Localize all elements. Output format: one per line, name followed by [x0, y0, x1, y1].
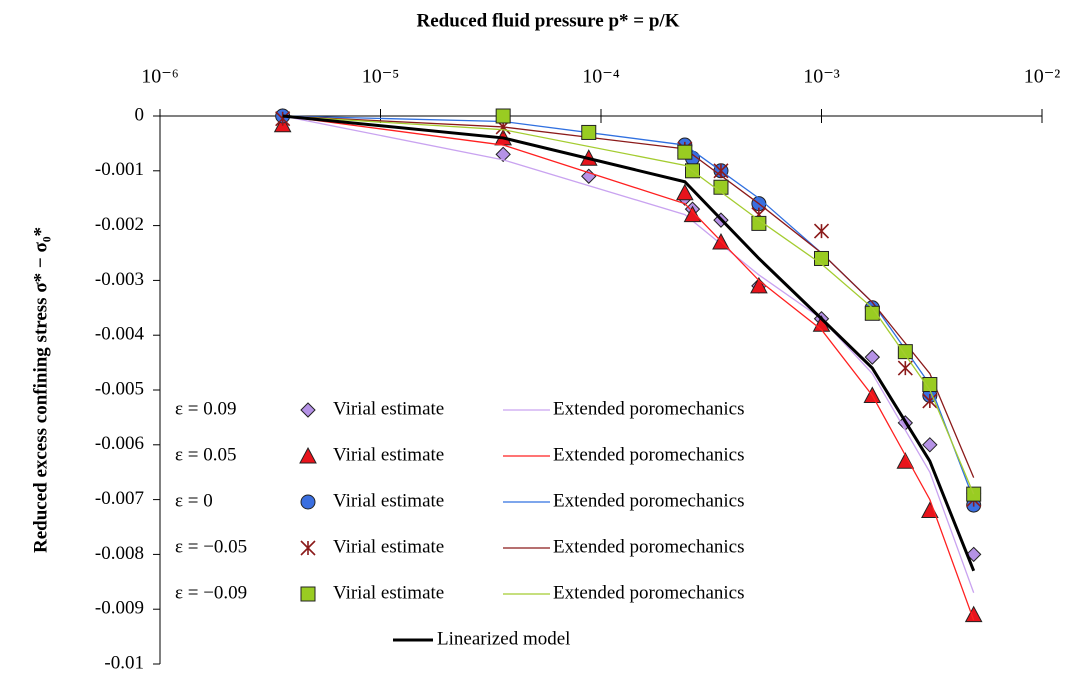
- legend-group-label: ε = −0.09: [175, 582, 247, 603]
- legend-label: Virial estimate: [333, 398, 444, 419]
- y-axis-label: Reduced excess confining stress σ* − σ₀*: [30, 227, 51, 553]
- y-tick-label: -0.008: [95, 543, 144, 564]
- series-line: [282, 115, 975, 500]
- x-tick-label: 10⁻²: [1024, 66, 1061, 88]
- legend-label: Virial estimate: [333, 536, 444, 557]
- legend-group-label: ε = 0.05: [175, 444, 236, 465]
- marker: [676, 183, 694, 201]
- marker: [964, 605, 983, 623]
- marker: [495, 108, 511, 124]
- legend-marker: [300, 586, 316, 602]
- series-line: [282, 114, 976, 572]
- marker: [864, 305, 880, 321]
- y-tick-label: -0.007: [95, 488, 144, 509]
- marker: [495, 146, 511, 163]
- x-tick-label: 10⁻³: [803, 66, 840, 88]
- y-tick-label: -0.001: [95, 159, 144, 180]
- y-tick-label: -0.002: [95, 214, 144, 235]
- series-line: [282, 115, 975, 478]
- y-tick-label: -0.003: [95, 269, 144, 290]
- legend-marker: [299, 446, 317, 464]
- marker: [751, 215, 767, 231]
- marker: [922, 437, 938, 453]
- y-tick-label: 0: [135, 104, 145, 125]
- marker: [922, 393, 938, 409]
- legend-label: Extended poromechanics: [553, 444, 745, 465]
- legend-label: Extended poromechanics: [553, 398, 745, 419]
- x-tick-label: 10⁻⁶: [141, 66, 179, 88]
- legend-marker: [300, 494, 316, 510]
- legend-label: Virial estimate: [333, 444, 444, 465]
- legend-group-label: ε = −0.05: [175, 536, 247, 557]
- legend-label: Virial estimate: [333, 582, 444, 603]
- y-tick-label: -0.006: [95, 433, 144, 454]
- y-tick-label: -0.005: [95, 378, 144, 399]
- legend-label: Extended poromechanics: [553, 582, 745, 603]
- y-tick-label: -0.004: [95, 324, 145, 345]
- series-line: [282, 115, 975, 495]
- x-tick-label: 10⁻⁴: [582, 66, 620, 88]
- legend-group-label: ε = 0.09: [175, 398, 236, 419]
- marker: [864, 349, 881, 365]
- legend-marker: [300, 540, 316, 556]
- marker: [581, 124, 597, 140]
- series-line: [282, 115, 975, 621]
- legend-group-label: ε = 0: [175, 490, 213, 511]
- marker: [897, 344, 913, 360]
- legend-label: Extended poromechanics: [553, 536, 745, 557]
- marker: [896, 452, 915, 469]
- marker: [750, 276, 768, 294]
- marker: [677, 144, 693, 160]
- x-tick-label: 10⁻⁵: [362, 66, 400, 88]
- marker: [965, 546, 982, 563]
- marker: [813, 223, 830, 239]
- marker: [897, 360, 913, 376]
- marker: [683, 205, 702, 223]
- y-tick-label: -0.01: [104, 652, 144, 673]
- y-tick-label: -0.009: [95, 598, 144, 619]
- legend-label: Extended poromechanics: [553, 490, 745, 511]
- chart-title: Reduced fluid pressure p* = p/K: [417, 10, 680, 31]
- legend-label: Linearized model: [437, 628, 570, 649]
- marker: [275, 111, 291, 127]
- series-line: [282, 115, 975, 593]
- legend-label: Virial estimate: [333, 490, 444, 511]
- legend-marker: [300, 402, 316, 418]
